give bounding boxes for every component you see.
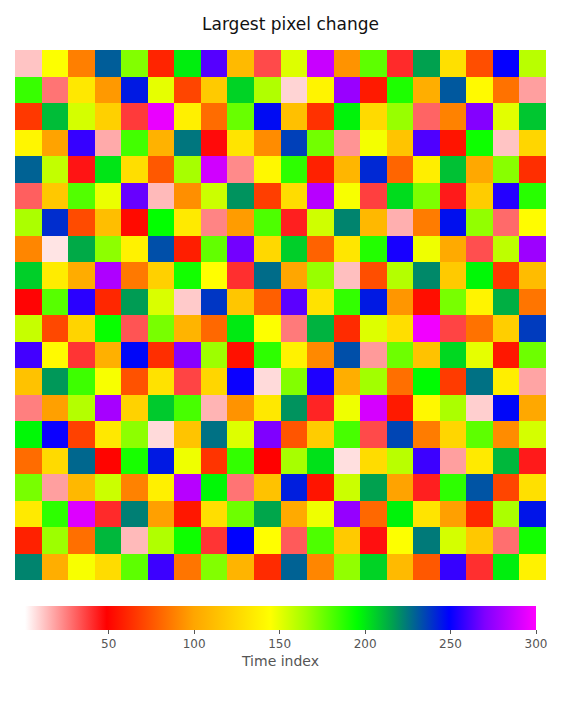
- svg-text:100: 100: [183, 637, 206, 651]
- svg-text:Time index: Time index: [241, 653, 319, 669]
- svg-text:150: 150: [268, 637, 291, 651]
- svg-text:50: 50: [101, 637, 116, 651]
- svg-text:Largest pixel change: Largest pixel change: [202, 14, 379, 34]
- svg-text:300: 300: [525, 637, 548, 651]
- svg-text:250: 250: [439, 637, 462, 651]
- svg-text:200: 200: [354, 637, 377, 651]
